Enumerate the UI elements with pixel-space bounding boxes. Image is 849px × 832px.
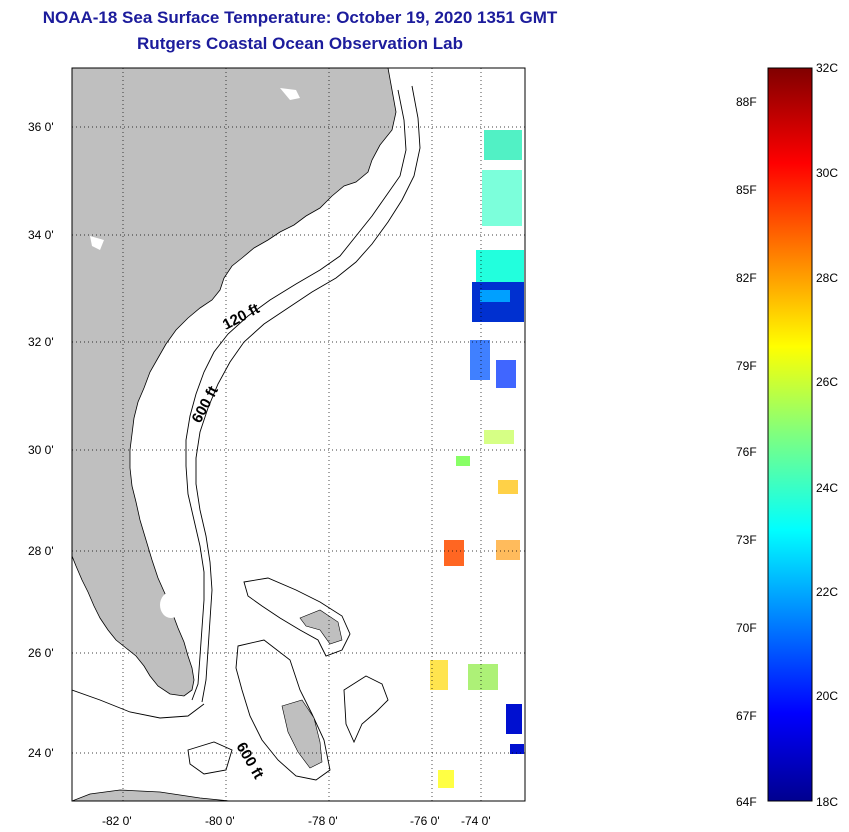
- little-bahama-bank: [243, 577, 351, 657]
- inland-water: [90, 236, 104, 250]
- longitude-labels: -82 0' -80 0' -78 0' -76 0' -74 0': [102, 814, 491, 828]
- us-southeast-land: [72, 68, 397, 697]
- map-frame: [71, 67, 526, 802]
- lon-label: -78 0': [308, 814, 338, 828]
- contour-120ft: [185, 89, 407, 701]
- lon-label: -74 0': [461, 814, 491, 828]
- cay-sal-bank: [187, 741, 233, 775]
- colorbar: [767, 67, 813, 802]
- f-label: 79F: [736, 359, 757, 373]
- c-label: 18C: [816, 795, 838, 809]
- inland-water: [280, 88, 300, 100]
- eleuthera-bank: [343, 675, 389, 744]
- lat-label: 34 0': [28, 228, 54, 242]
- f-label: 76F: [736, 445, 757, 459]
- map-title: NOAA-18 Sea Surface Temperature: October…: [42, 8, 558, 27]
- lat-label: 36 0': [28, 120, 54, 134]
- f-label: 82F: [736, 271, 757, 285]
- great-bahama-bank: [235, 639, 331, 781]
- lat-label: 26 0': [28, 646, 54, 660]
- f-label: 64F: [736, 795, 757, 809]
- c-label: 24C: [816, 481, 838, 495]
- c-label: 32C: [816, 61, 838, 75]
- florida-keys-shelf: [72, 689, 205, 719]
- lake-okeechobee: [160, 592, 182, 618]
- colorbar-celsius-labels: 32C 30C 28C 26C 24C 22C 20C 18C: [816, 61, 838, 809]
- c-label: 30C: [816, 166, 838, 180]
- lat-label: 24 0': [28, 746, 54, 760]
- f-label: 67F: [736, 709, 757, 723]
- lat-label: 28 0': [28, 544, 54, 558]
- andros-island: [281, 699, 323, 769]
- sst-data-patches: [430, 130, 524, 788]
- contour-600ft: [195, 85, 421, 703]
- latitude-labels: 36 0' 34 0' 32 0' 30 0' 28 0' 26 0' 24 0…: [28, 120, 54, 760]
- lon-label: -76 0': [410, 814, 440, 828]
- c-label: 28C: [816, 271, 838, 285]
- map-subtitle: Rutgers Coastal Ocean Observation Lab: [137, 34, 463, 53]
- c-label: 26C: [816, 375, 838, 389]
- f-label: 88F: [736, 95, 757, 109]
- lon-label: -80 0': [205, 814, 235, 828]
- lat-label: 30 0': [28, 443, 54, 457]
- f-label: 70F: [736, 621, 757, 635]
- grand-bahama-island: [299, 609, 343, 645]
- cuba-coast: [72, 789, 231, 801]
- f-label: 73F: [736, 533, 757, 547]
- f-label: 85F: [736, 183, 757, 197]
- c-label: 20C: [816, 689, 838, 703]
- colorbar-fahrenheit-labels: 88F 85F 82F 79F 76F 73F 70F 67F 64F: [736, 95, 757, 809]
- lat-label: 32 0': [28, 335, 54, 349]
- c-label: 22C: [816, 585, 838, 599]
- lon-label: -82 0': [102, 814, 132, 828]
